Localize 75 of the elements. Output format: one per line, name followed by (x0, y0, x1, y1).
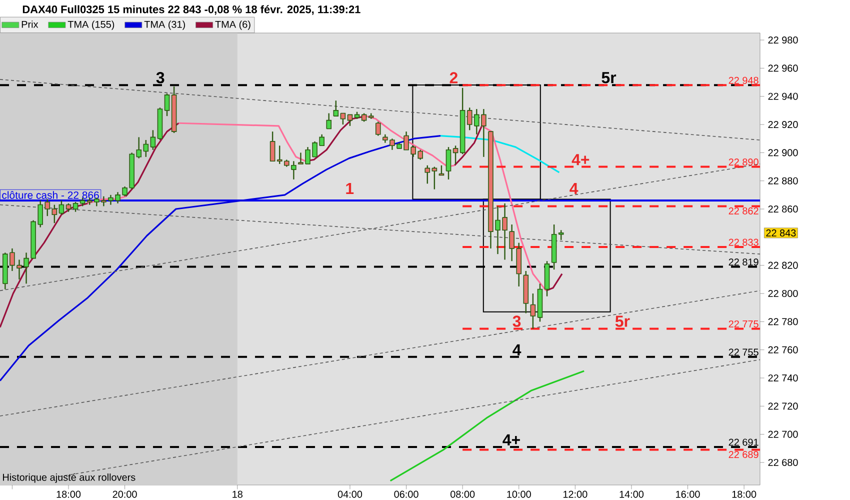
x-tick-label: 18 (232, 490, 242, 498)
candlestick (326, 112, 332, 130)
candlestick (530, 292, 536, 330)
annotation: 4 (512, 344, 522, 356)
candlestick (333, 100, 339, 117)
x-tick-label: 08:00 (450, 490, 475, 498)
candlestick (340, 112, 346, 126)
y-tick-label: 22 760 (768, 346, 798, 354)
candlestick (347, 114, 353, 127)
series-label: 22 833 (728, 238, 758, 246)
annotation: 4 (570, 183, 578, 194)
y-tick-label: 22 900 (768, 149, 798, 156)
x-tick-label: 10:00 (507, 490, 531, 498)
candlestick (58, 200, 64, 216)
x-tick-label: 12:00 (563, 490, 588, 498)
x-tick-label: 20:00 (112, 490, 137, 498)
ref-line-label: 22 819 (728, 258, 758, 266)
legend-label: TMA (6) (215, 20, 250, 30)
candlestick (143, 139, 149, 158)
x-tick-label: 06:00 (394, 490, 418, 498)
ref-line-label: clôture cash - 22 866 (2, 191, 99, 199)
line-series (0, 134, 442, 382)
annotation: 1 (346, 183, 354, 194)
candlestick (432, 166, 438, 190)
y-tick-label: 22 980 (768, 36, 798, 44)
x-tick-label: 18:00 (732, 490, 756, 498)
annotation: 4+ (572, 154, 590, 166)
annotation: 3 (512, 316, 521, 327)
annotation: 2 (450, 72, 458, 84)
legend-label: TMA (155) (68, 20, 114, 30)
text: 22 843 (766, 229, 796, 236)
y-tick-label: 22 920 (768, 121, 798, 128)
x-tick-label: 14:00 (620, 490, 644, 498)
candlestick (558, 230, 564, 241)
candlestick (452, 145, 458, 165)
candlestick (438, 164, 444, 176)
y-tick-label: 22 740 (768, 374, 798, 382)
series-label: 22 689 (728, 451, 758, 458)
candlestick (446, 146, 452, 180)
y-tick-label: 22 680 (768, 458, 798, 466)
x-tick-label: 18:00 (56, 490, 81, 498)
x-tick-label: 16:00 (676, 490, 700, 498)
y-tick-label: 22 940 (768, 92, 798, 100)
candlestick (52, 204, 58, 224)
legend-label: Prix (22, 20, 38, 28)
legend-label: TMA (31) (144, 20, 185, 30)
series-label: 22 775 (728, 320, 758, 328)
annotation: 3 (156, 72, 164, 84)
annotation: 5r (602, 72, 616, 84)
candlestick (72, 201, 78, 212)
line-series (440, 134, 560, 174)
ref-line-label: 22 691 (728, 438, 758, 446)
y-tick-label: 22 860 (768, 205, 798, 213)
candlestick (164, 92, 170, 117)
candlestick (375, 121, 381, 136)
y-tick-label: 22 700 (768, 430, 798, 438)
x-tick-label: 04:00 (338, 490, 362, 498)
y-tick-label: 22 880 (768, 177, 798, 184)
candlestick (424, 164, 430, 184)
series-label: 22 948 (728, 76, 758, 84)
y-tick-label: 22 720 (768, 402, 798, 410)
ref-line-label: 22 755 (728, 348, 758, 356)
candlestick (150, 130, 156, 150)
y-tick-label: 22 960 (768, 64, 798, 72)
candlestick (270, 130, 276, 162)
y-tick-label: 22 800 (768, 290, 798, 298)
y-tick-label: 22 820 (768, 262, 798, 269)
y-tick-label: 22 780 (768, 318, 798, 326)
annotation: 4+ (502, 434, 520, 446)
series-label: 22 862 (728, 207, 758, 214)
chart-title: DAX40 Full0325 15 minutes 22 843 -0,08 % 18 févr. 2025, 11:39:21 (22, 5, 360, 15)
annotation: 5r (615, 316, 630, 327)
series-label: 22 890 (728, 158, 758, 166)
annotation: Historique ajusté aux rollovers (3, 473, 136, 483)
line-series (390, 370, 585, 482)
